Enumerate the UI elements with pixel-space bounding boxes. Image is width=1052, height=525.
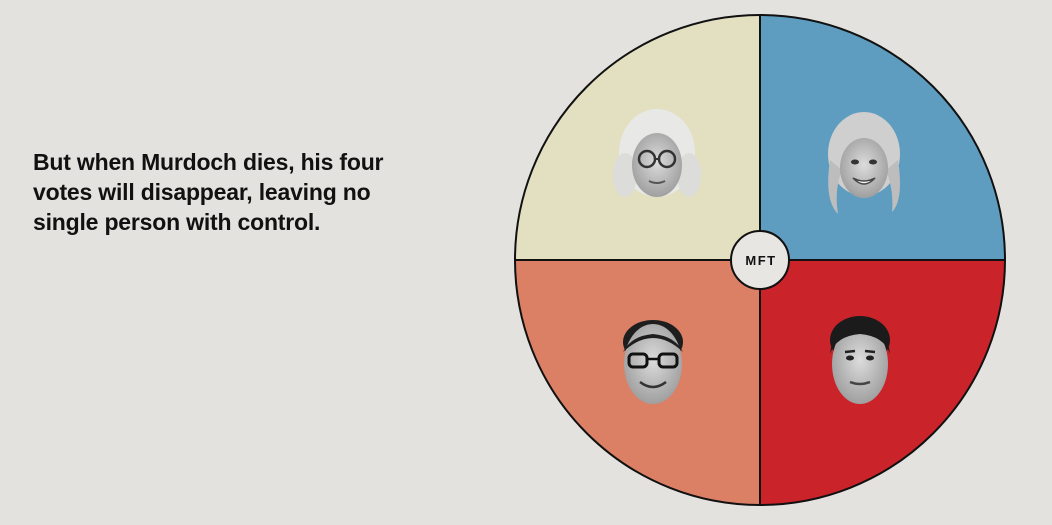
hub-circle <box>730 230 790 290</box>
portrait-bottom-right <box>830 316 890 404</box>
portrait-bottom-left <box>623 320 683 404</box>
circle-outline <box>514 14 1006 506</box>
portrait-top-right <box>828 112 900 214</box>
hub-label: MFT <box>745 253 776 268</box>
caption-text: But when Murdoch dies, his four votes wi… <box>33 149 384 235</box>
portrait-top-left <box>613 109 701 197</box>
